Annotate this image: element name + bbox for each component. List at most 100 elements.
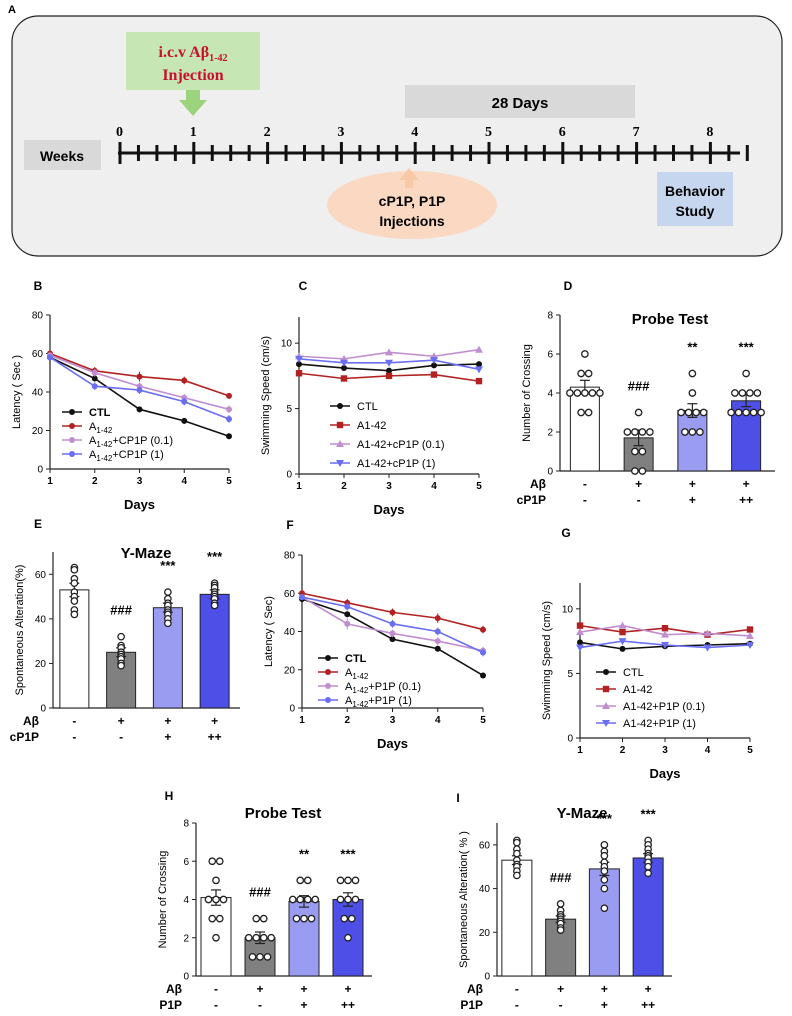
data-point	[434, 638, 441, 645]
data-point	[344, 876, 352, 885]
y-tick-label: 40	[32, 388, 44, 399]
legend-label-0: CTL	[345, 653, 367, 665]
week-number-7: 7	[633, 125, 640, 140]
x-tick-label: 3	[137, 476, 143, 487]
condition-sign: +	[256, 982, 263, 996]
week-number-1: 1	[190, 125, 197, 140]
condition-label: P1P	[460, 998, 483, 1012]
data-point	[389, 636, 396, 643]
data-point	[576, 628, 584, 636]
condition-sign: -	[214, 982, 218, 996]
y-tick-label: 0	[40, 704, 46, 715]
data-point	[226, 406, 232, 413]
injection-box	[126, 32, 260, 90]
legend-text: A	[89, 449, 97, 461]
data-point	[351, 895, 360, 904]
x-tick-label: 1	[299, 715, 305, 726]
drug-arrow-icon	[399, 168, 419, 188]
x-tick-label: 4	[435, 715, 441, 726]
data-point	[431, 362, 437, 369]
legend-marker	[69, 437, 75, 443]
x-tick-label: 5	[480, 715, 486, 726]
legend-marker	[69, 451, 75, 457]
panel-letter: C	[299, 279, 308, 293]
week-number-0: 0	[116, 125, 123, 140]
significance-label: ###	[249, 885, 271, 900]
y-tick-label: 60	[284, 589, 296, 600]
data-point	[688, 369, 697, 378]
legend-marker	[336, 421, 344, 429]
data-point	[212, 876, 220, 885]
significance-label: ###	[550, 870, 572, 885]
y-tick-label: 0	[289, 704, 295, 715]
significance-label: ###	[110, 603, 132, 618]
legend-subscript: 1-42	[96, 426, 113, 435]
data-point	[513, 838, 521, 847]
y-axis-label: Latency ( Sec )	[11, 355, 23, 429]
data-point	[600, 851, 609, 860]
data-point	[577, 639, 583, 646]
data-point	[476, 361, 482, 368]
week-number-6: 6	[559, 125, 566, 140]
y-tick-label: 60	[479, 840, 491, 851]
data-point	[584, 408, 593, 417]
y-tick-label: 6	[547, 350, 553, 361]
data-point	[703, 629, 712, 637]
y-tick-label: 20	[479, 928, 491, 939]
panel-letter: D	[564, 279, 573, 293]
behavior-box	[657, 172, 733, 226]
legend-subscript: 1-42	[96, 454, 113, 463]
legend-label-1: A1-42	[345, 667, 369, 681]
legend-label-2: A1-42+P1P (0.1)	[345, 681, 421, 695]
y-tick-label: 60	[32, 349, 44, 360]
data-point	[584, 369, 593, 378]
condition-sign: +	[118, 714, 125, 728]
data-point	[336, 895, 345, 904]
data-point	[181, 417, 188, 424]
y-axis-label: Swimming Speed (cm/s)	[260, 336, 272, 455]
condition-sign: +	[645, 982, 652, 996]
data-point	[208, 914, 217, 923]
condition-sign: +	[211, 714, 218, 728]
data-point	[385, 372, 393, 380]
data-point	[699, 408, 708, 417]
data-point	[742, 408, 750, 417]
legend-marker	[603, 669, 609, 675]
data-point	[164, 619, 172, 628]
data-point	[480, 672, 486, 679]
condition-sign: -	[119, 730, 123, 744]
panel-g-speed-p1p: G 0 5 10 1 2 3 4 5 Days Swimming Speed (cm/s) CTL A1…	[541, 526, 754, 781]
data-point	[576, 622, 584, 629]
legend-marker	[325, 697, 331, 703]
y-tick-label: 0	[183, 972, 189, 983]
data-point	[267, 933, 276, 942]
x-axis-label: Days	[373, 502, 404, 517]
data-point	[757, 408, 765, 417]
x-tick-label: 5	[226, 476, 232, 487]
x-tick-label: 1	[47, 476, 53, 487]
legend-label-3: A1-42+CP1P (1)	[89, 449, 164, 463]
legend-label-0: CTL	[623, 667, 644, 679]
condition-sign: +	[300, 982, 307, 996]
week-numbers: 0 1 2 3 4 5 6 7 8	[116, 125, 713, 140]
data-point	[296, 361, 302, 368]
data-point	[117, 661, 125, 670]
panel-d-probe-cp1p: D Probe Test 0 2 4 6 8 Number of Crossing - - ### +…	[517, 279, 775, 507]
x-tick-label: 4	[181, 476, 187, 487]
data-point	[303, 895, 312, 904]
data-point	[256, 953, 264, 961]
data-point	[513, 871, 521, 880]
data-point	[136, 406, 143, 413]
legend-marker	[69, 423, 75, 429]
series-line-0	[49, 356, 230, 438]
significance-label: **	[687, 340, 698, 355]
bar-0	[501, 859, 533, 977]
legend-suffix: +CP1P (1)	[112, 449, 163, 461]
condition-sign: +	[344, 982, 351, 996]
data-point	[480, 626, 486, 633]
y-tick-label: 20	[32, 426, 44, 437]
y-axis-label: Number of Crossing	[157, 851, 169, 949]
y-tick-label: 0	[286, 470, 292, 481]
behavior-label-line1: Behavior	[665, 183, 725, 199]
data-point	[181, 398, 188, 405]
